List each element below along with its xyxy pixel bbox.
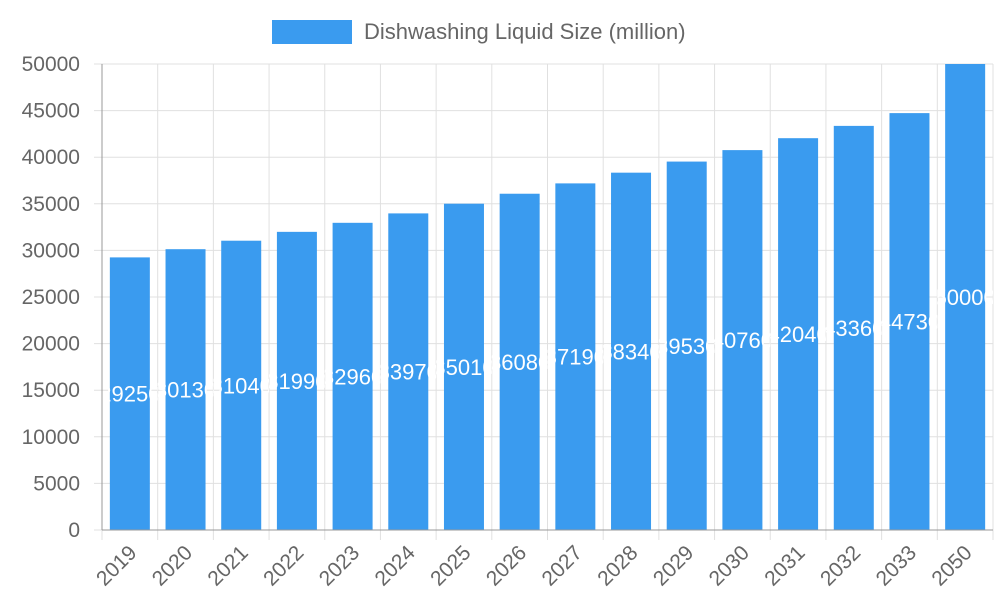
bar xyxy=(945,64,986,530)
x-tick-label: 2025 xyxy=(426,541,475,590)
x-tick-label: 2030 xyxy=(705,541,754,590)
y-tick-label: 0 xyxy=(68,519,80,542)
data-label: 31040 xyxy=(211,373,272,398)
data-label: 43360 xyxy=(823,316,884,341)
x-tick-label: 2019 xyxy=(92,541,141,590)
x-tick-label: 2022 xyxy=(259,541,308,590)
y-tick-label: 15000 xyxy=(22,379,80,402)
data-label: 32960 xyxy=(322,364,383,389)
data-label: 29250 xyxy=(99,382,160,407)
bar xyxy=(555,183,596,530)
y-tick-label: 20000 xyxy=(22,333,80,356)
bar xyxy=(388,213,429,530)
bar xyxy=(666,161,707,531)
x-tick-label: 2031 xyxy=(760,541,809,590)
bar xyxy=(722,150,763,530)
x-tick-label: 2024 xyxy=(371,541,421,591)
bar xyxy=(276,231,317,530)
data-label: 37190 xyxy=(545,345,606,370)
y-tick-label: 45000 xyxy=(22,100,80,123)
legend-label: Dishwashing Liquid Size (million) xyxy=(364,19,686,44)
data-label: 42040 xyxy=(768,322,829,347)
bar xyxy=(889,113,930,531)
data-label: 33970 xyxy=(378,360,439,385)
y-tick-label: 50000 xyxy=(22,53,80,76)
bar xyxy=(611,172,652,530)
legend-swatch[interactable] xyxy=(272,20,352,44)
x-tick-label: 2033 xyxy=(872,541,921,590)
bar xyxy=(165,249,206,530)
data-label: 30130 xyxy=(155,378,216,403)
y-tick-label: 40000 xyxy=(22,146,80,169)
y-tick-label: 35000 xyxy=(22,193,80,216)
x-tick-label: 2028 xyxy=(593,541,642,590)
bar xyxy=(833,125,874,531)
bar xyxy=(332,222,373,530)
bar xyxy=(221,240,262,530)
x-tick-label: 2027 xyxy=(538,541,587,590)
data-label: 36080 xyxy=(489,350,550,375)
bar xyxy=(499,193,540,530)
x-tick-label: 2029 xyxy=(649,541,698,590)
y-tick-label: 5000 xyxy=(33,472,80,495)
data-label: 35010 xyxy=(433,355,494,380)
x-tick-label: 2020 xyxy=(148,541,197,590)
data-label: 38340 xyxy=(600,339,661,364)
bar xyxy=(443,203,484,531)
y-tick-label: 10000 xyxy=(22,426,80,449)
bar xyxy=(778,138,819,530)
x-tick-label: 2023 xyxy=(315,541,364,590)
x-tick-label: 2050 xyxy=(927,541,976,590)
data-label: 31990 xyxy=(266,369,327,394)
data-label: 50000 xyxy=(935,285,996,310)
x-tick-label: 2026 xyxy=(482,541,531,590)
x-tick-label: 2021 xyxy=(203,541,252,590)
y-tick-label: 25000 xyxy=(22,286,80,309)
bar xyxy=(109,257,150,530)
data-label: 39530 xyxy=(656,334,717,359)
data-label: 44730 xyxy=(879,310,940,335)
y-tick-label: 30000 xyxy=(22,239,80,262)
data-label: 40760 xyxy=(712,328,773,353)
x-tick-label: 2032 xyxy=(816,541,865,590)
